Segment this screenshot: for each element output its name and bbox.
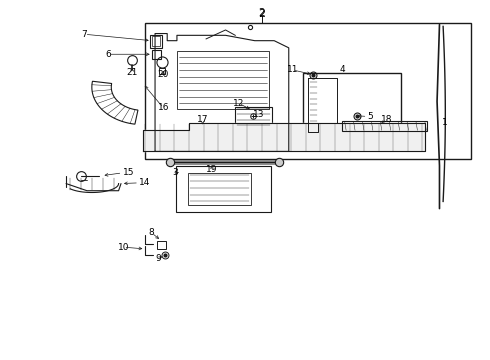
Bar	[176, 166, 271, 212]
Bar	[235, 107, 272, 127]
Text: 3: 3	[172, 168, 178, 177]
Text: 7: 7	[82, 30, 87, 39]
Text: 19: 19	[206, 165, 218, 174]
Bar	[303, 73, 401, 137]
Text: 13: 13	[253, 111, 265, 120]
Polygon shape	[143, 123, 425, 152]
Text: 18: 18	[381, 115, 392, 124]
Text: 8: 8	[149, 228, 154, 237]
Bar	[342, 121, 427, 131]
Text: 2: 2	[258, 9, 266, 19]
Text: 20: 20	[158, 70, 169, 79]
Bar	[146, 23, 471, 158]
Bar	[188, 173, 251, 205]
Bar	[151, 36, 160, 46]
Text: 10: 10	[118, 243, 129, 252]
Text: 5: 5	[368, 112, 373, 121]
Text: 14: 14	[139, 178, 150, 187]
Bar	[157, 241, 166, 249]
Bar	[150, 35, 162, 48]
Text: 15: 15	[122, 168, 134, 177]
Polygon shape	[92, 81, 138, 124]
Text: 11: 11	[287, 66, 298, 75]
Bar	[177, 51, 270, 109]
Text: 2: 2	[259, 8, 265, 18]
Text: 6: 6	[105, 50, 111, 59]
Text: 21: 21	[126, 68, 138, 77]
Text: 12: 12	[233, 99, 245, 108]
Text: 17: 17	[197, 116, 208, 125]
Text: 4: 4	[340, 66, 345, 75]
Text: 9: 9	[156, 254, 161, 263]
Text: 16: 16	[158, 103, 169, 112]
Bar	[151, 50, 161, 59]
Text: 1: 1	[441, 118, 447, 127]
